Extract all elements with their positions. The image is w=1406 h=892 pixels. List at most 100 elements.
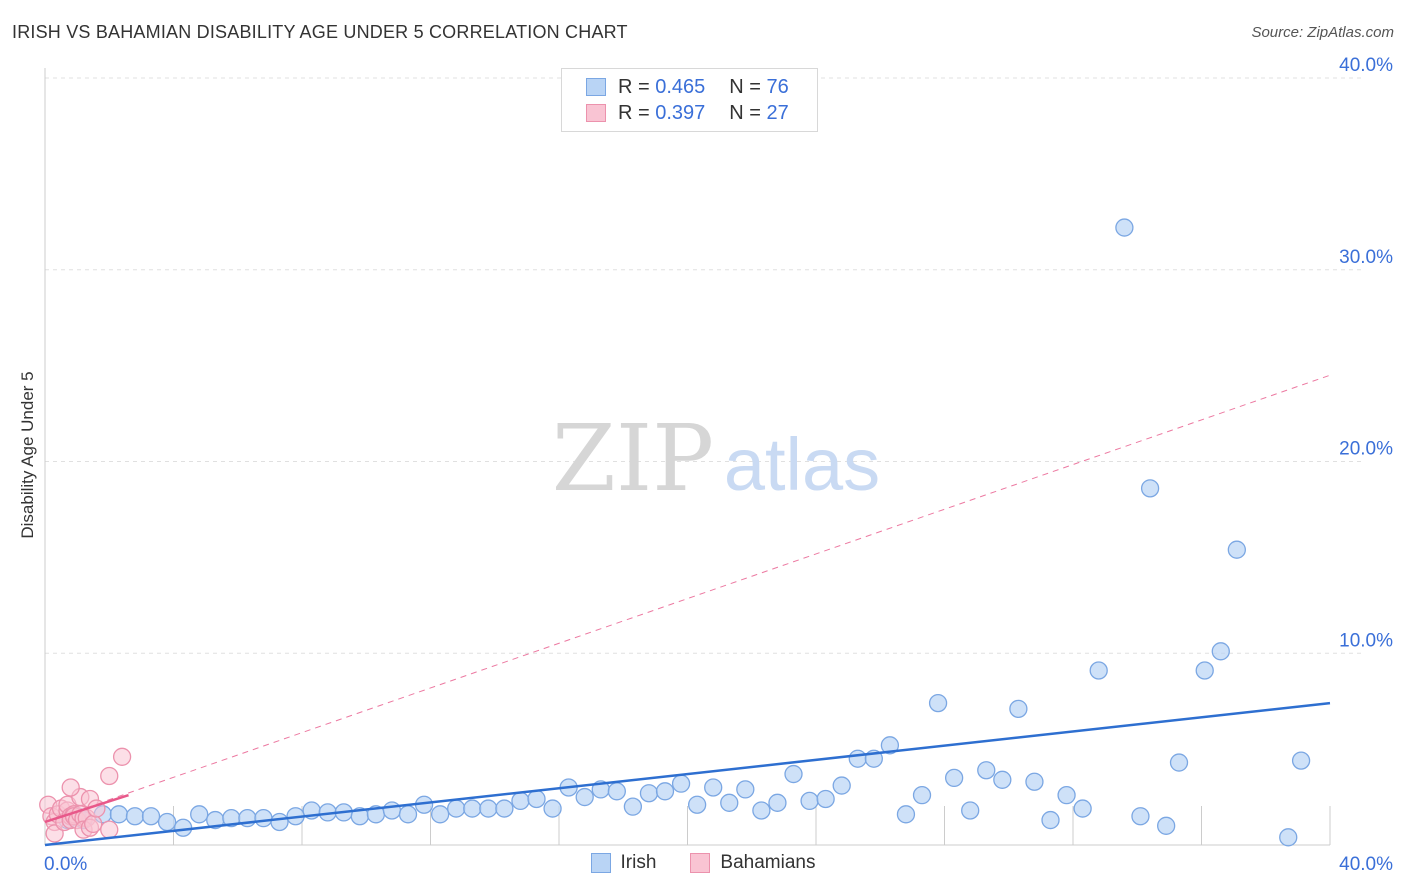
irish-point xyxy=(1131,807,1150,826)
series-legend-label: Irish xyxy=(620,852,657,873)
irish-point xyxy=(1041,810,1060,830)
irish-point xyxy=(671,774,691,793)
chart-title: IRISH VS BAHAMIAN DISABILITY AGE UNDER 5… xyxy=(12,22,628,42)
legend-r-value: 0.465 xyxy=(655,75,706,98)
legend-r-value: 0.397 xyxy=(655,101,706,124)
grid-layer xyxy=(45,77,1365,654)
irish-point xyxy=(1169,753,1189,772)
irish-point xyxy=(1057,785,1076,805)
bahamians-point xyxy=(84,814,103,834)
legend-row-irish: R = 0.465 N = 76 xyxy=(586,75,789,99)
series-legend: Irish Bahamians xyxy=(0,852,1406,874)
bahamian-swatch xyxy=(690,853,711,873)
irish-point xyxy=(655,782,675,801)
y-tick-label: 30.0% xyxy=(1339,247,1393,268)
bahamians-point xyxy=(100,820,119,839)
irish-trend-line xyxy=(44,701,1331,847)
irish-point xyxy=(382,801,402,820)
series-legend-label: Bahamians xyxy=(720,852,816,873)
bahamians-trend-line xyxy=(44,793,129,824)
irish-point xyxy=(190,805,209,824)
irish-point xyxy=(896,805,916,824)
legend-n-value: 27 xyxy=(766,101,789,124)
irish-point xyxy=(398,805,418,824)
irish-point xyxy=(848,749,867,768)
legend-r-label: R = xyxy=(618,101,650,124)
irish-point xyxy=(623,797,643,816)
irish-swatch xyxy=(590,853,611,873)
x-tick-label: 40.0% xyxy=(1339,854,1393,875)
irish-point xyxy=(463,799,482,818)
irish-point xyxy=(1291,751,1311,770)
irish-point xyxy=(639,784,659,803)
irish-point xyxy=(511,791,530,811)
irish-point xyxy=(816,789,835,809)
irish-point xyxy=(784,764,803,784)
irish-point xyxy=(832,776,851,795)
series-legend-irish[interactable]: Irish xyxy=(590,852,657,874)
irish-point xyxy=(109,805,129,824)
irish-point xyxy=(1115,218,1134,237)
series-legend-bahamians[interactable]: Bahamians xyxy=(690,852,815,874)
irish-point xyxy=(1157,816,1176,835)
watermark-atlas: atlas xyxy=(724,423,880,506)
irish-point xyxy=(928,693,948,713)
irish-point xyxy=(1279,828,1298,847)
irish-point xyxy=(430,805,450,824)
irish-point xyxy=(1140,479,1160,498)
irish-point xyxy=(1211,642,1230,661)
irish-point xyxy=(495,799,514,818)
irish-point xyxy=(720,793,739,812)
legend-n-label: N = xyxy=(729,101,761,124)
irish-point xyxy=(961,801,980,820)
irish-point xyxy=(527,789,546,809)
irish-point xyxy=(800,791,819,811)
y-tick-label: 40.0% xyxy=(1339,55,1393,76)
irish-point xyxy=(157,812,177,832)
bahamian-swatch xyxy=(586,104,606,122)
bahamians-trend-dashed xyxy=(44,374,1331,823)
correlation-legend: R = 0.465 N = 76 R = 0.397 N = 27 xyxy=(561,68,818,132)
legend-n-label: N = xyxy=(729,75,761,98)
irish-point xyxy=(270,812,289,832)
irish-point xyxy=(447,799,466,818)
watermark: ZIP atlas xyxy=(552,405,880,512)
legend-n-value: 76 xyxy=(766,75,789,98)
points-layer xyxy=(39,218,1331,847)
watermark-zip: ZIP xyxy=(552,405,714,512)
irish-point xyxy=(125,807,145,826)
tick-label-layer: 10.0% 20.0% 30.0% 40.0% 0.0% 40.0% xyxy=(44,55,1393,875)
irish-point xyxy=(993,770,1012,789)
y-tick-label: 10.0% xyxy=(1339,630,1393,651)
irish-point xyxy=(575,787,594,807)
irish-point xyxy=(254,809,273,828)
irish-point xyxy=(736,780,755,799)
irish-point xyxy=(1009,699,1028,719)
irish-point xyxy=(752,801,771,820)
irish-point xyxy=(1089,661,1108,680)
axis-layer xyxy=(44,68,1331,846)
bahamians-point xyxy=(61,778,80,797)
bahamians-point xyxy=(100,766,119,786)
bahamians-point xyxy=(112,747,132,766)
irish-point xyxy=(543,799,562,818)
x-tick-label: 0.0% xyxy=(44,854,87,875)
source-label: Source: ZipAtlas.com xyxy=(1251,24,1394,41)
irish-point xyxy=(607,782,626,801)
y-axis-label: Disability Age Under 5 xyxy=(18,371,37,539)
irish-point xyxy=(944,768,964,788)
irish-point xyxy=(1227,540,1246,559)
irish-point xyxy=(479,799,498,818)
irish-point xyxy=(704,778,723,797)
irish-point xyxy=(687,795,707,814)
y-tick-label: 20.0% xyxy=(1339,439,1393,460)
irish-point xyxy=(912,785,932,805)
irish-point xyxy=(173,818,193,837)
irish-point xyxy=(880,736,900,755)
irish-point xyxy=(977,761,996,780)
irish-point xyxy=(1195,661,1214,680)
irish-swatch xyxy=(586,78,606,96)
legend-r-label: R = xyxy=(618,75,650,98)
legend-row-bahamians: R = 0.397 N = 27 xyxy=(586,101,789,125)
